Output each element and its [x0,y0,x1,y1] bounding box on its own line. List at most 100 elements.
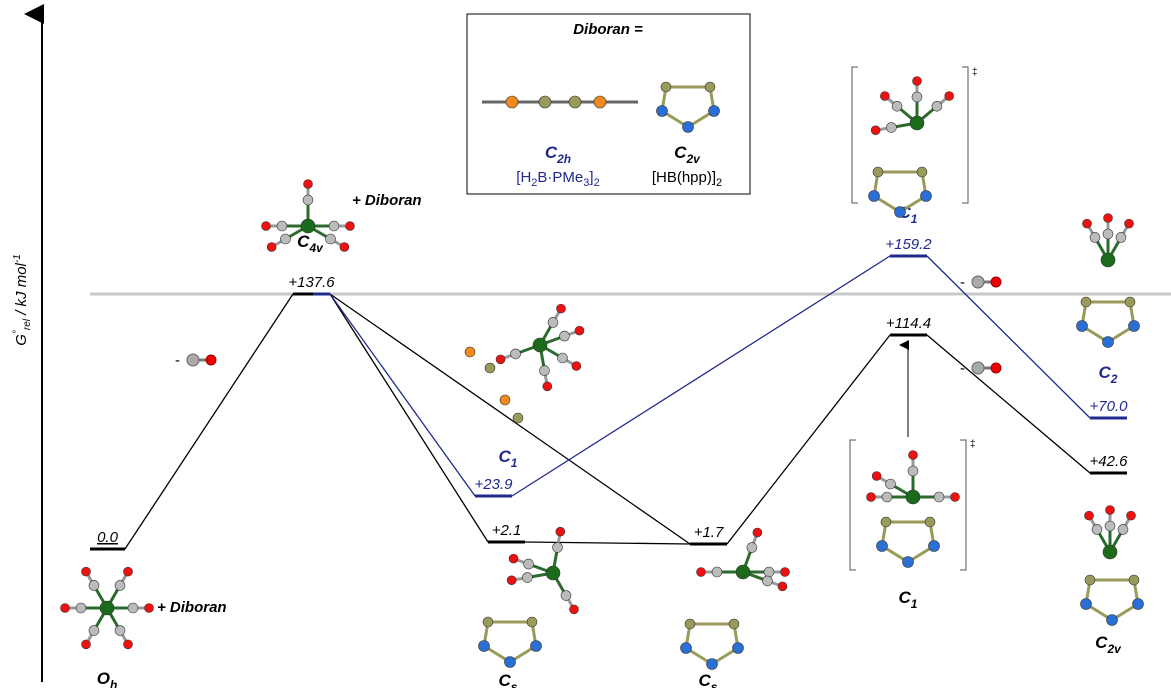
atom [345,221,355,231]
structure-label-main: C [699,671,712,688]
inset-left-formula: [H2B·PMe3]2 [516,169,599,189]
atom [538,95,552,109]
atom [777,581,788,592]
atom [1104,520,1116,532]
atom [912,76,922,86]
structure-label-sub: 2 [1110,372,1118,386]
atom [885,478,896,490]
structure-label-sub: 2v [1106,642,1122,656]
co-atom [971,275,985,289]
structure-label-main: O [97,669,110,688]
atom [752,527,763,538]
inset-left-label: C2h [545,143,571,166]
atom [526,616,538,628]
atom [660,81,672,93]
structure-label-main: C [499,447,512,466]
structure-label-sub: 1 [511,456,518,470]
atom [931,100,943,112]
axis-label: G°rel / kJ mol-1 [12,254,33,346]
structure-label: Oh [97,669,118,688]
ts-brackets [849,66,969,571]
atom [88,580,100,591]
structure-label-sub: h [110,678,117,688]
structure-label-sub: s [511,680,518,688]
atom [907,465,919,477]
atom [555,526,566,537]
atom [114,625,126,636]
atom [880,91,890,101]
structure-label-sub: s [711,680,718,688]
level-label: +2.1 [492,522,522,539]
atom [866,492,876,502]
atom [909,115,925,131]
atom [732,642,744,654]
atom [905,489,921,505]
structure-label-main: C [297,232,310,251]
co-atom [990,362,1002,374]
atom [746,542,758,553]
structure-label: Cs [699,671,718,688]
atom [881,491,893,503]
atom [552,542,563,553]
atom [1105,505,1115,515]
atom [495,354,506,365]
atom [656,105,668,117]
atom [1102,336,1114,348]
structure-label: C2 [1099,363,1118,386]
atom [569,604,579,615]
atom [506,575,517,586]
atom [123,566,133,577]
atom [1076,320,1088,332]
atom [532,337,548,353]
atom [81,639,91,650]
atom [916,166,928,178]
atom [88,625,100,636]
plus-diboran: + Diboran [352,192,422,209]
structure-label: C2v [1095,633,1122,656]
atom [684,618,696,630]
structure-label-main: C [1099,363,1112,382]
atom [512,412,524,424]
atom [944,91,954,101]
atom [261,221,271,231]
atom [1091,524,1103,535]
atom [542,381,553,392]
structure-label-main: C [499,671,512,688]
atom [880,516,892,528]
ts-mark: ‡ [972,67,978,78]
atom [522,572,533,583]
blue-path [329,255,1091,497]
atom [556,303,566,314]
level-label: +70.0 [1090,398,1129,415]
atom [1132,598,1144,610]
level-label: +1.7 [694,524,724,541]
co-atom [971,361,985,375]
co-loss-sign: - [175,352,180,369]
atom [545,565,561,581]
atom [1084,574,1096,586]
atom [325,233,336,245]
atom [508,553,519,564]
atom [574,325,585,336]
atom [1100,252,1116,268]
level-label: 0.0 [97,529,119,546]
atom [75,602,87,614]
inset-title: Diboran = [573,21,643,38]
atom [530,640,542,652]
atom [276,220,288,232]
co-atom [205,354,217,366]
atom [870,125,881,136]
structure-label-main: C [899,588,912,607]
co-atom [186,353,200,367]
plus-diboran: + Diboran [157,599,227,616]
atom [780,567,790,577]
atom [1103,213,1113,223]
structure-label: C1 [899,588,918,611]
atom [300,218,316,234]
atom [504,656,516,668]
atom [711,566,723,578]
atom [571,361,582,371]
atom [933,491,945,503]
atom [1080,296,1092,308]
